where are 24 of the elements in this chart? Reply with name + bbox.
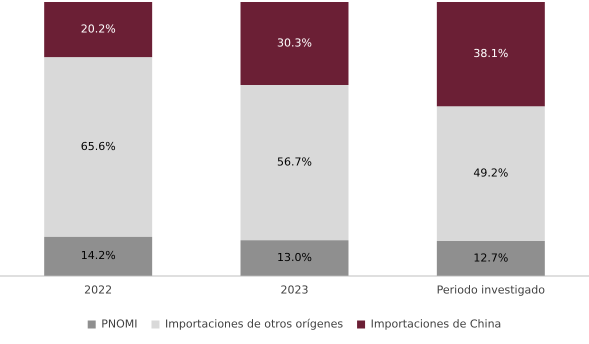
data-label: 49.2%: [473, 166, 508, 180]
bar: [44, 57, 152, 237]
bar: [240, 2, 348, 85]
legend-label: PNOMI: [101, 317, 138, 330]
bar: [44, 2, 152, 58]
data-label: 20.2%: [80, 22, 116, 36]
bar: [436, 241, 545, 276]
legend-label: Importaciones de China: [370, 317, 502, 330]
bar: [436, 2, 545, 106]
data-label: 12.7%: [473, 251, 508, 264]
data-label: 13.0%: [277, 250, 312, 264]
x-tick-label: 2022: [84, 283, 112, 296]
x-tick-label: 2023: [280, 283, 308, 296]
data-label: 56.7%: [277, 155, 312, 168]
bar: [240, 240, 348, 276]
x-tick-label: Periodo investigado: [436, 283, 546, 296]
data-label: 65.6%: [80, 140, 116, 153]
data-label: 14.2%: [80, 249, 116, 262]
bar: [240, 84, 348, 240]
data-label: 30.3%: [277, 36, 312, 50]
legend-label: Importaciones de otros orígenes: [164, 317, 344, 330]
bar: [436, 106, 545, 242]
bar: [44, 236, 152, 276]
data-label: 38.1%: [473, 47, 508, 60]
